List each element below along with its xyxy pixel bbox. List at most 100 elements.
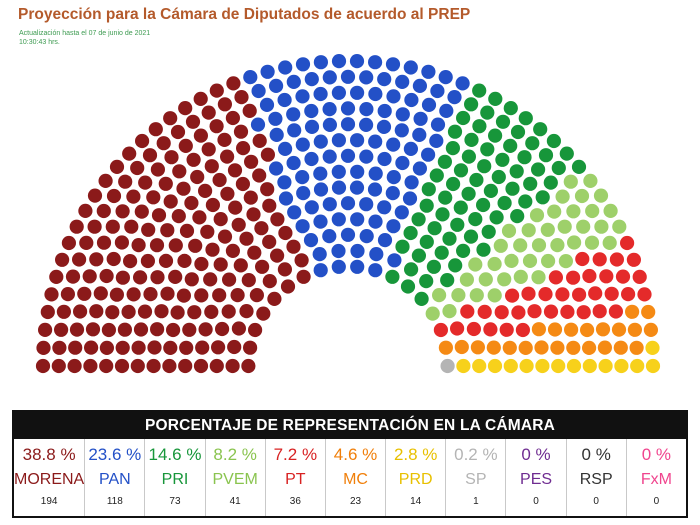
- seat-pan: [322, 149, 337, 164]
- seat-pan: [269, 127, 284, 142]
- seat-pan: [350, 243, 365, 259]
- seat-pri: [523, 176, 538, 191]
- seat-pt: [592, 252, 607, 267]
- seat-pan: [412, 161, 427, 176]
- seat-pan: [385, 57, 401, 72]
- seat-pan: [439, 103, 454, 118]
- seat-pan: [269, 161, 284, 176]
- seat-morena: [130, 160, 145, 176]
- seat-morena: [168, 238, 183, 253]
- seat-morena: [56, 304, 71, 319]
- seat-morena: [68, 340, 83, 355]
- party-name: PRI: [161, 471, 189, 488]
- seat-pan: [340, 196, 356, 211]
- seat-morena: [84, 340, 99, 355]
- party-name: FxM: [640, 471, 672, 488]
- seat-morena: [243, 190, 258, 205]
- seat-morena: [114, 358, 130, 374]
- seat-morena: [60, 287, 75, 302]
- seat-mc: [531, 322, 547, 337]
- seat-pri: [446, 176, 461, 192]
- seat-morena: [179, 340, 194, 355]
- seat-pan: [277, 175, 292, 190]
- seat-morena: [96, 235, 112, 250]
- seat-prd: [582, 358, 597, 374]
- seat-pri: [419, 198, 434, 213]
- seat-pri: [411, 212, 426, 227]
- seat-morena: [213, 257, 228, 272]
- seat-pri: [469, 172, 484, 188]
- seat-morena: [239, 231, 254, 246]
- seat-pvem: [541, 253, 556, 269]
- seat-pan: [304, 151, 319, 167]
- party-seats: 14: [410, 496, 422, 507]
- seat-pan: [368, 166, 383, 181]
- seat-pri: [533, 122, 548, 137]
- seat-morena: [163, 111, 178, 126]
- seat-morena: [221, 304, 236, 319]
- seat-pri: [488, 91, 503, 106]
- seat-pt: [466, 321, 481, 337]
- seat-pan: [322, 117, 337, 132]
- seat-morena: [190, 169, 205, 185]
- seat-pri: [518, 194, 533, 209]
- seat-pan: [430, 83, 445, 99]
- seat-pvem: [583, 173, 598, 188]
- seat-morena: [193, 91, 208, 106]
- seat-morena: [212, 288, 227, 303]
- seat-morena: [140, 253, 155, 269]
- seat-morena: [105, 219, 120, 234]
- seat-pvem: [425, 306, 440, 321]
- seat-pri: [481, 224, 496, 239]
- seat-pvem: [594, 219, 609, 234]
- seat-pan: [421, 64, 436, 79]
- seat-morena: [123, 254, 138, 269]
- seat-pri: [476, 242, 491, 257]
- party-seats: 23: [349, 496, 362, 507]
- party-column-pvem: 8.2 % PVEM 41: [204, 439, 265, 516]
- seat-pvem: [566, 204, 581, 219]
- seat-morena: [52, 340, 67, 355]
- party-percent: 0 %: [641, 445, 672, 464]
- seat-morena: [101, 322, 116, 338]
- seat-pan: [287, 205, 302, 220]
- seat-pri: [461, 149, 476, 164]
- seat-pri: [510, 209, 525, 224]
- seat-pt: [515, 322, 531, 338]
- seat-pan: [376, 119, 392, 134]
- seat-pan: [313, 55, 328, 70]
- seat-prd: [614, 358, 629, 374]
- seat-morena: [177, 253, 192, 268]
- seat-mc: [597, 340, 613, 355]
- seat-pri: [453, 163, 469, 178]
- seat-pt: [592, 304, 607, 319]
- seat-pt: [527, 304, 542, 319]
- seat-pri: [497, 195, 512, 211]
- seat-pan: [455, 76, 470, 91]
- seat-morena: [231, 321, 246, 336]
- seat-morena: [185, 114, 201, 129]
- party-name: PRD: [398, 471, 433, 488]
- seat-morena: [187, 305, 202, 320]
- seat-morena: [160, 286, 175, 301]
- seat-pri: [468, 212, 483, 227]
- seat-morena: [176, 181, 191, 196]
- seat-morena: [69, 219, 84, 234]
- seat-pri: [445, 141, 460, 156]
- seat-morena: [239, 304, 254, 319]
- seat-morena: [193, 128, 208, 143]
- seat-morena: [133, 270, 148, 285]
- seat-pvem: [540, 222, 555, 237]
- seat-morena: [286, 239, 301, 254]
- seat-morena: [278, 225, 293, 241]
- seat-morena: [203, 272, 218, 287]
- seat-morena: [178, 138, 193, 153]
- chamber-chart: [35, 54, 661, 374]
- seat-mc: [564, 322, 579, 337]
- seat-morena: [168, 269, 183, 284]
- seat-pan: [430, 117, 446, 132]
- seat-prd: [503, 358, 518, 374]
- party-seats: 1: [473, 496, 479, 507]
- seat-mc: [611, 322, 627, 337]
- seat-pan: [340, 101, 356, 116]
